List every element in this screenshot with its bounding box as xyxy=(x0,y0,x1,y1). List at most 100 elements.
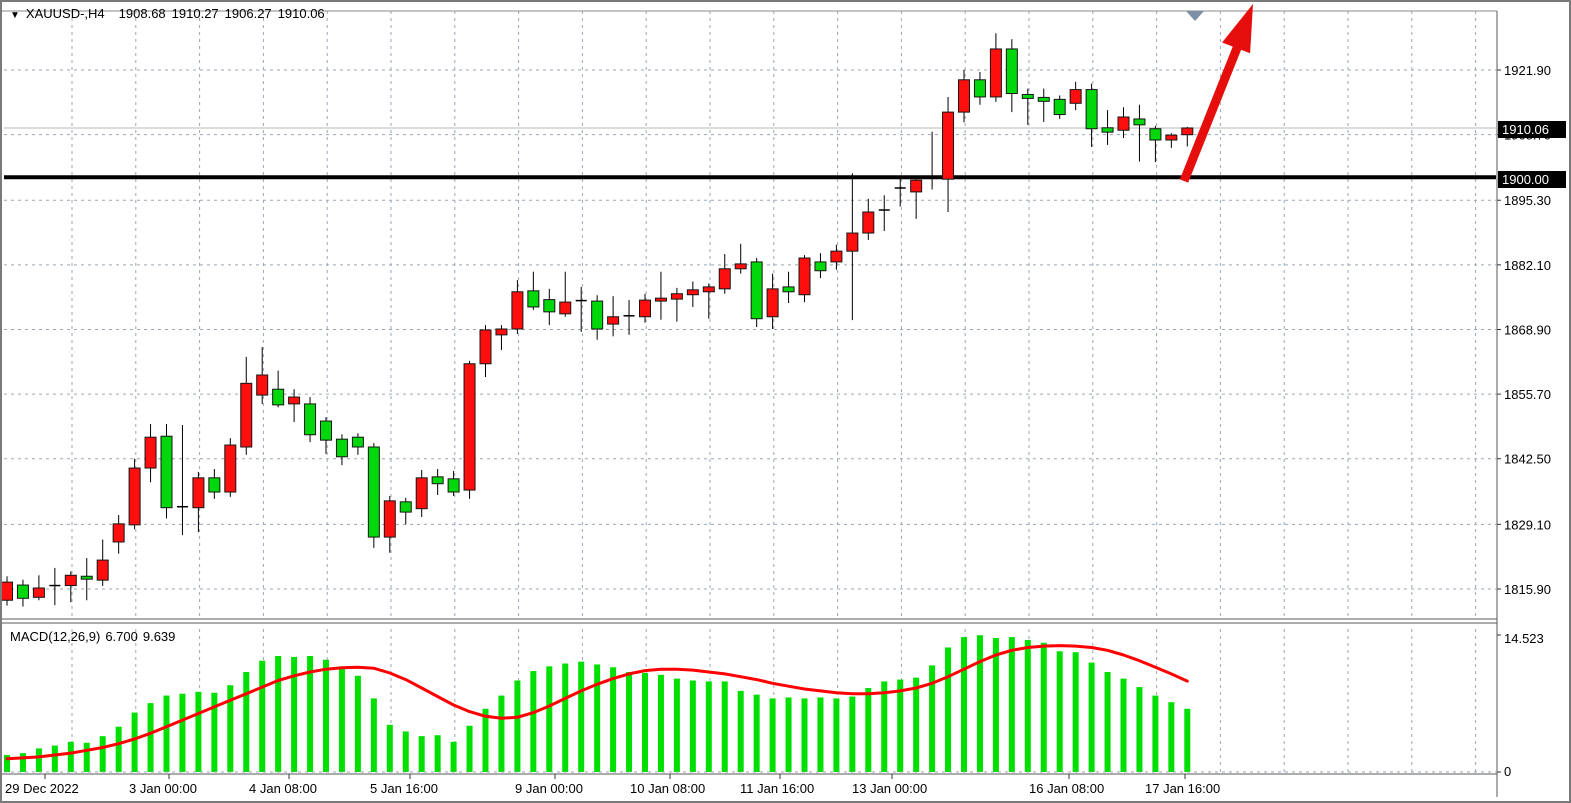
candle xyxy=(1117,107,1130,139)
macd-histogram-bar xyxy=(99,736,106,772)
candle xyxy=(543,288,556,326)
candle xyxy=(96,539,109,587)
macd-histogram-bar xyxy=(1120,678,1127,772)
candle xyxy=(989,33,1002,102)
macd-histogram-bar xyxy=(817,697,824,772)
candle-body xyxy=(639,299,651,318)
candle xyxy=(1037,88,1050,122)
macd-histogram-bar xyxy=(19,753,26,772)
candle xyxy=(527,271,540,310)
candle-body xyxy=(144,436,157,469)
candle xyxy=(639,293,651,323)
candle xyxy=(320,417,332,454)
time-axis-label: 13 Jan 00:00 xyxy=(852,781,927,796)
macd-histogram-bar xyxy=(1136,687,1143,772)
candle-body xyxy=(1181,127,1194,136)
candle-body xyxy=(814,261,827,272)
candle xyxy=(160,423,173,519)
ohlc-open: 1908.68 xyxy=(118,6,166,21)
macd-signal-value: 9.639 xyxy=(142,629,176,644)
candle xyxy=(1165,133,1178,148)
candle-body xyxy=(607,316,620,325)
price-axis-label: 1868.90 xyxy=(1504,322,1551,337)
macd-indicator-label: MACD(12,26,9) 6.700 9.639 xyxy=(10,629,180,644)
candle xyxy=(415,470,428,518)
candle-body xyxy=(96,559,109,581)
macd-histogram-bar xyxy=(466,725,473,772)
candle-body xyxy=(431,476,444,485)
candle-body xyxy=(383,500,396,538)
macd-value: 6.700 xyxy=(105,629,138,644)
macd-histogram-bar xyxy=(67,741,74,772)
candle xyxy=(383,495,396,553)
time-axis-label: 3 Jan 00:00 xyxy=(129,781,197,796)
candle xyxy=(2,576,13,606)
candle-body xyxy=(495,328,508,336)
price-axis-label: 1855.70 xyxy=(1504,387,1551,402)
candle xyxy=(176,424,188,536)
candle xyxy=(208,469,221,499)
candle xyxy=(718,254,731,294)
candle-body xyxy=(1117,116,1130,131)
macd-histogram-bar xyxy=(195,691,202,772)
candle xyxy=(958,70,970,123)
macd-histogram-bar xyxy=(673,678,680,772)
candle xyxy=(399,497,412,525)
macd-histogram-bar xyxy=(51,745,58,772)
macd-histogram-bar xyxy=(530,671,537,772)
macd-histogram-bar xyxy=(35,748,42,772)
macd-histogram-bar xyxy=(769,698,776,772)
macd-histogram-bar xyxy=(642,672,648,772)
macd-histogram-bar xyxy=(610,667,617,772)
candle-body xyxy=(1069,89,1082,104)
trend-arrow[interactable] xyxy=(1179,4,1253,183)
candle xyxy=(1005,39,1018,113)
candle xyxy=(942,96,955,212)
candle xyxy=(335,434,348,466)
doji-body xyxy=(623,315,635,317)
candle-body xyxy=(479,329,492,365)
macd-histogram-bar xyxy=(498,695,505,772)
macd-histogram-bar xyxy=(801,698,808,772)
candle xyxy=(351,433,364,455)
candle xyxy=(1181,126,1194,147)
macd-histogram-bar xyxy=(1056,651,1063,772)
macd-histogram-bar xyxy=(976,635,983,772)
candle-body xyxy=(351,436,364,448)
macd-histogram-bar xyxy=(115,726,122,772)
price-axis-label: 1829.10 xyxy=(1504,517,1551,532)
candle xyxy=(846,173,859,321)
symbol-dropdown-icon: ▼ xyxy=(10,10,20,21)
candle xyxy=(686,281,699,307)
macd-histogram-bar xyxy=(83,742,90,772)
level-price-badge: 1900.00 xyxy=(1498,171,1566,188)
macd-histogram-bar xyxy=(1024,639,1031,772)
candle-body xyxy=(718,268,731,290)
macd-histogram-bar xyxy=(721,681,728,772)
candle-body xyxy=(64,574,77,587)
macd-histogram-bar xyxy=(243,672,250,772)
candle xyxy=(16,579,29,607)
candle xyxy=(112,515,125,554)
symbol-name: XAUUSD-,H4 xyxy=(25,6,105,21)
macd-histogram-bar xyxy=(131,712,138,772)
time-axis-label: 11 Jan 16:00 xyxy=(740,781,814,796)
macd-panel xyxy=(4,635,1496,773)
candle-body xyxy=(304,403,317,436)
candle xyxy=(304,397,317,443)
candle-body xyxy=(654,297,667,302)
ohlc-low: 1906.27 xyxy=(224,6,272,21)
candle-body xyxy=(1021,93,1034,99)
candlestick-series xyxy=(2,33,1194,607)
candle-body xyxy=(734,263,747,270)
doji-body xyxy=(878,209,890,211)
macd-histogram-bar xyxy=(291,656,298,772)
candle xyxy=(144,423,157,483)
candle xyxy=(814,253,827,279)
macd-histogram-bar xyxy=(546,666,553,772)
candle xyxy=(623,300,635,335)
macd-histogram-bar xyxy=(147,703,154,772)
price-axis-label: 1842.50 xyxy=(1504,452,1551,467)
candle-body xyxy=(686,289,699,296)
